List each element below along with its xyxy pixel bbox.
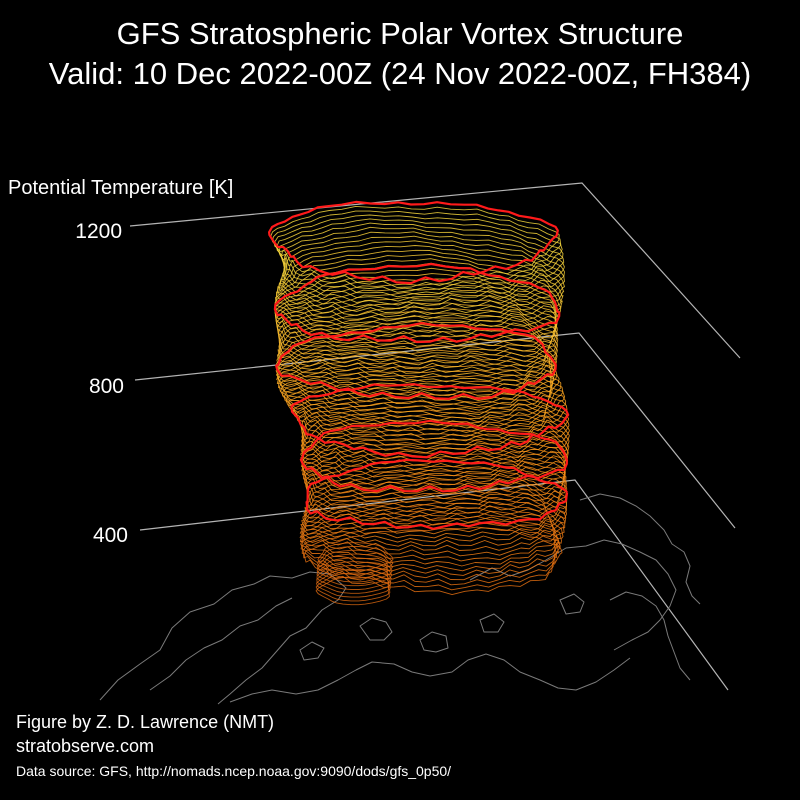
isentropic-contour — [274, 214, 563, 298]
coastline-islands — [299, 593, 585, 661]
isentropic-contour — [281, 226, 565, 310]
isentropic-contour — [299, 497, 562, 567]
isentropic-contour — [300, 507, 559, 576]
isentropic-contour-lower — [315, 572, 391, 602]
coastline-west-inner — [149, 597, 293, 691]
highlight-contour-1000 — [273, 262, 561, 344]
z-tick-800: 800 — [89, 375, 124, 398]
isentropic-contour — [300, 427, 566, 500]
isentropic-contour — [301, 433, 566, 504]
chart-subtitle: Valid: 10 Dec 2022-00Z (24 Nov 2022-00Z,… — [49, 56, 751, 91]
isentropic-contour — [301, 516, 560, 586]
isentropic-contour — [304, 446, 567, 517]
gridline-1200 — [129, 182, 741, 359]
z-tick-400: 400 — [93, 524, 128, 547]
coastline-north-b — [579, 493, 701, 605]
isentropic-contour — [276, 218, 564, 302]
isentropic-contour-lower — [316, 565, 392, 594]
isentropic-contour — [275, 249, 564, 330]
isentropic-contour-lower — [317, 546, 394, 575]
isentropic-contour — [300, 487, 565, 557]
top-contour — [268, 200, 559, 285]
isentropic-contour — [276, 245, 565, 326]
vortex-isosurface — [268, 200, 570, 606]
gridline-400 — [139, 479, 729, 691]
isentropic-contour-lower — [317, 542, 394, 571]
z-tick-1200: 1200 — [75, 220, 122, 243]
isentropic-contour — [302, 437, 566, 509]
isentropic-contour-lower — [316, 568, 391, 598]
isentropic-contour — [278, 222, 565, 306]
isentropic-contour — [302, 521, 561, 591]
isentropic-contour-lower — [316, 549, 393, 579]
isentropic-contour-lower — [316, 561, 392, 590]
coastline-south — [229, 653, 631, 703]
website-label: stratobserve.com — [16, 736, 154, 756]
coastline-east — [609, 591, 691, 681]
isentropic-contour — [303, 526, 563, 596]
highlight-contour-600 — [299, 419, 569, 493]
isentropic-contour-lower — [315, 576, 390, 606]
isentropic-contour — [277, 240, 565, 322]
isentropic-contour — [280, 231, 565, 313]
isentropic-contour — [270, 205, 560, 288]
data-source: Data source: GFS, http://nomads.ncep.noa… — [16, 763, 451, 779]
highlight-contour-700 — [290, 383, 570, 459]
isentropic-contour — [299, 502, 561, 572]
highlight-contour-500 — [305, 458, 569, 530]
coastline-west — [99, 571, 347, 705]
isentropic-contour — [271, 210, 562, 293]
highlight-contour-850 — [275, 322, 557, 400]
z-axis-title: Potential Temperature [K] — [8, 177, 233, 199]
isentropic-contour — [278, 235, 565, 318]
isentropic-contour — [300, 511, 558, 581]
isentropic-contour — [305, 450, 567, 521]
isentropic-contour — [301, 477, 567, 547]
chart-title: GFS Stratospheric Polar Vortex Structure — [117, 16, 684, 51]
figure-credit: Figure by Z. D. Lawrence (NMT) — [16, 712, 274, 732]
